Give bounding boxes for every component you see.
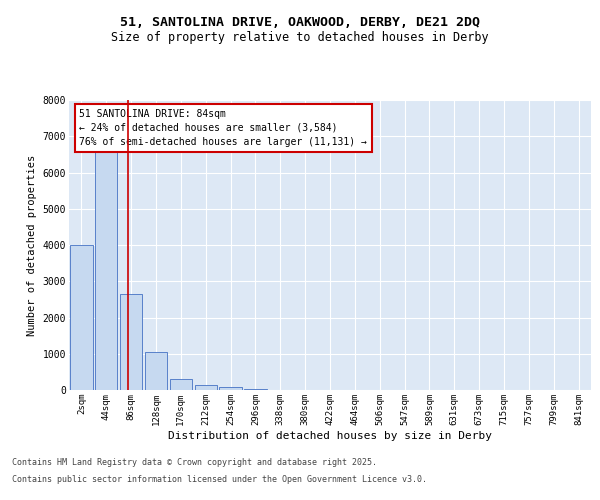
Bar: [194, 384, 217, 390]
Text: 51 SANTOLINA DRIVE: 84sqm
← 24% of detached houses are smaller (3,584)
76% of se: 51 SANTOLINA DRIVE: 84sqm ← 24% of detac…: [79, 108, 367, 146]
Bar: [220, 387, 242, 390]
X-axis label: Distribution of detached houses by size in Derby: Distribution of detached houses by size …: [168, 430, 492, 440]
Bar: [244, 389, 266, 390]
Text: Size of property relative to detached houses in Derby: Size of property relative to detached ho…: [111, 31, 489, 44]
Text: Contains HM Land Registry data © Crown copyright and database right 2025.: Contains HM Land Registry data © Crown c…: [12, 458, 377, 467]
Bar: [170, 379, 192, 390]
Bar: [95, 118, 118, 390]
Text: Contains public sector information licensed under the Open Government Licence v3: Contains public sector information licen…: [12, 476, 427, 484]
Text: 51, SANTOLINA DRIVE, OAKWOOD, DERBY, DE21 2DQ: 51, SANTOLINA DRIVE, OAKWOOD, DERBY, DE2…: [120, 16, 480, 29]
Bar: [145, 352, 167, 390]
Bar: [120, 294, 142, 390]
Y-axis label: Number of detached properties: Number of detached properties: [27, 154, 37, 336]
Bar: [70, 245, 92, 390]
